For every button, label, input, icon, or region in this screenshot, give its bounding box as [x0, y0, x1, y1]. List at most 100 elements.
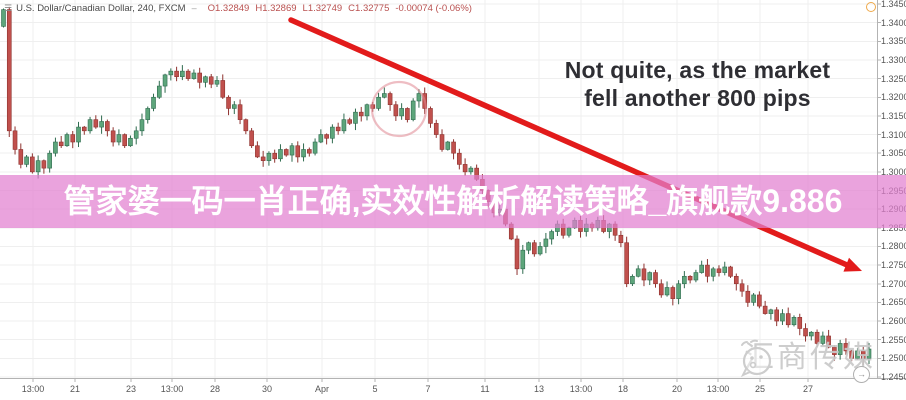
time-label: 18 [617, 384, 628, 394]
candle-body [532, 242, 537, 255]
candle-body [866, 348, 872, 359]
price-label: 1.26000 [881, 316, 906, 327]
candle-body [139, 119, 145, 132]
price-label: 1.34500 [881, 0, 906, 9]
candle-body [410, 100, 416, 120]
candle-body [128, 137, 133, 147]
candle-body [745, 290, 751, 303]
candle-body [93, 119, 99, 128]
candle-body [283, 149, 289, 156]
candle-body [156, 85, 162, 98]
candle-body [699, 264, 704, 273]
candle-body [803, 328, 808, 337]
candle-body [832, 346, 837, 355]
candle-body [133, 130, 139, 139]
price-label: 1.32000 [881, 92, 906, 103]
candle-body [76, 126, 81, 143]
candle-body [232, 104, 237, 109]
candle-body [266, 152, 272, 161]
wechat-bubble-icon [740, 339, 772, 377]
candle-body [174, 70, 179, 78]
candle-body [428, 108, 433, 124]
candle-body [462, 164, 468, 173]
go-to-realtime-button[interactable]: → [853, 366, 870, 383]
time-label: 13:00 [569, 384, 593, 394]
symbol-title[interactable]: U.S. Dollar/Canadian Dollar, 240, FXCM [16, 2, 186, 14]
candle-body [41, 160, 47, 169]
time-label: 11 [480, 384, 490, 394]
ohlc-low: L1.32749 [302, 2, 343, 14]
time-label: 7 [425, 384, 431, 394]
ohlc-open: O1.32849 [207, 2, 250, 14]
candle-body [226, 96, 231, 109]
candle-body [145, 108, 151, 120]
candle-body [1, 9, 6, 27]
trend-arrowhead [843, 257, 862, 272]
alert-icon[interactable] [866, 2, 876, 12]
time-label: 23 [125, 384, 136, 394]
annotation-line2: fell another 800 pips [584, 85, 811, 111]
candle-body [439, 134, 445, 150]
time-label: Apr [314, 384, 329, 394]
price-label: 1.31000 [881, 129, 906, 140]
candle-body [405, 108, 410, 120]
price-label: 1.26500 [881, 297, 906, 308]
candle-body [208, 76, 214, 85]
candle-body [162, 74, 168, 87]
candle-body [641, 268, 647, 281]
ohlc-change: -0.00074 (-0.06%) [395, 2, 472, 14]
candle-body [797, 317, 803, 329]
candle-body [255, 145, 260, 158]
candle-body [676, 283, 681, 299]
candle-body [399, 108, 404, 117]
candle-body [514, 238, 520, 270]
candle-body [843, 343, 849, 352]
candle-body [451, 141, 456, 154]
candle-body [468, 167, 474, 173]
spam-overlay-banner: 管家婆一码一肖正确,实效性解析解读策略_旗舰款9.886 [0, 175, 906, 228]
candle-body [364, 104, 370, 117]
candle-body [635, 268, 641, 277]
time-label: 13:00 [160, 384, 184, 394]
candle-body [330, 126, 335, 139]
time-label: 21 [69, 384, 80, 394]
candle-body [739, 283, 745, 292]
candle-body [151, 96, 156, 109]
candle-body [780, 313, 785, 322]
price-label: 1.25500 [881, 334, 906, 345]
symbol-legend[interactable]: ☰ U.S. Dollar/Canadian Dollar, 240, FXCM… [4, 2, 472, 14]
candle-body [722, 266, 728, 273]
candle-body [87, 119, 93, 132]
candle-body [249, 130, 254, 147]
collapse-icon[interactable]: – [191, 3, 197, 13]
price-label: 1.33500 [881, 36, 906, 47]
candle-body [376, 96, 381, 109]
candle-body [358, 111, 364, 117]
candle-body [630, 275, 635, 285]
candle-body [549, 231, 554, 240]
price-label: 1.27500 [881, 260, 906, 271]
candle-body [122, 134, 127, 147]
candle-body [710, 268, 716, 277]
price-label: 1.25000 [881, 353, 906, 364]
candle-body [24, 156, 29, 165]
candle-body [728, 266, 733, 277]
candle-body [47, 152, 52, 169]
candle-body [837, 343, 843, 355]
time-label: 13:00 [706, 384, 730, 394]
time-label: 28 [209, 384, 220, 394]
time-label: 13 [533, 384, 544, 394]
candle-body [693, 272, 699, 281]
candle-body [70, 134, 76, 143]
candle-body [774, 309, 779, 322]
time-label: 20 [671, 384, 682, 394]
candle-body [278, 149, 283, 160]
candle-body [762, 305, 768, 314]
candle-body [341, 119, 347, 132]
candle-body [653, 272, 658, 285]
candle-body [53, 141, 58, 154]
candle-body [243, 119, 249, 132]
price-label: 1.34000 [881, 17, 906, 28]
candle-body [110, 130, 116, 143]
menu-icon[interactable]: ☰ [4, 2, 13, 13]
